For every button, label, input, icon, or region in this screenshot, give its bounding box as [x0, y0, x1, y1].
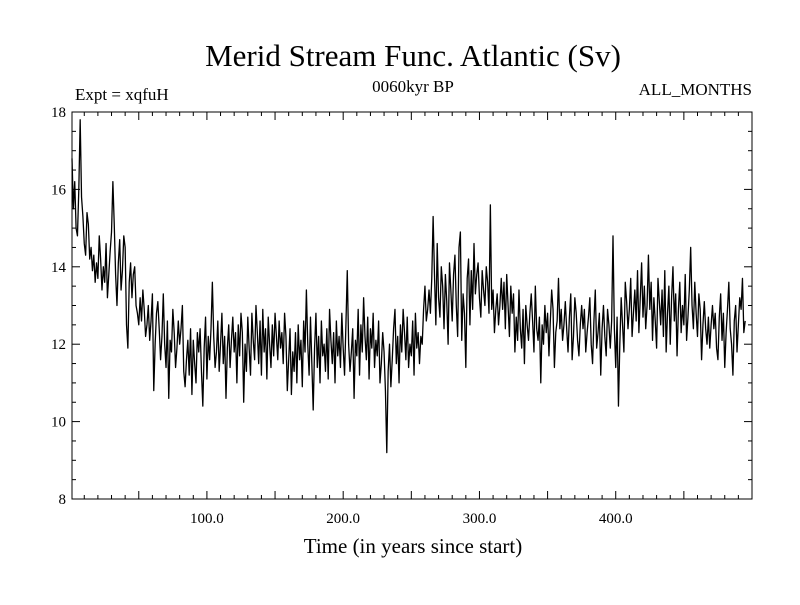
y-tick-label: 18: [51, 105, 66, 121]
series-line: [71, 119, 746, 454]
axis-tick-labels: 100.0 200.0 300.0 400.0 8 10 12 14 16 18: [51, 105, 633, 527]
experiment-label: Expt = xqfuH: [75, 85, 169, 104]
x-tick-label: 400.0: [599, 511, 633, 527]
chart-subtitle: 0060kyr BP: [372, 77, 454, 96]
x-tick-label: 100.0: [190, 511, 224, 527]
y-tick-label: 8: [59, 492, 67, 508]
axis-ticks: [72, 112, 752, 499]
chart-title: Merid Stream Func. Atlantic (Sv): [205, 38, 621, 73]
season-label: ALL_MONTHS: [639, 80, 752, 99]
x-tick-label: 300.0: [463, 511, 497, 527]
y-tick-label: 16: [51, 182, 67, 198]
x-tick-label: 200.0: [326, 511, 360, 527]
y-tick-label: 12: [51, 337, 66, 353]
plot-area: 100.0 200.0 300.0 400.0 8 10 12 14 16 18: [51, 105, 753, 527]
y-tick-label: 10: [51, 415, 66, 431]
x-axis-label: Time (in years since start): [304, 534, 523, 558]
y-tick-label: 14: [51, 260, 67, 276]
